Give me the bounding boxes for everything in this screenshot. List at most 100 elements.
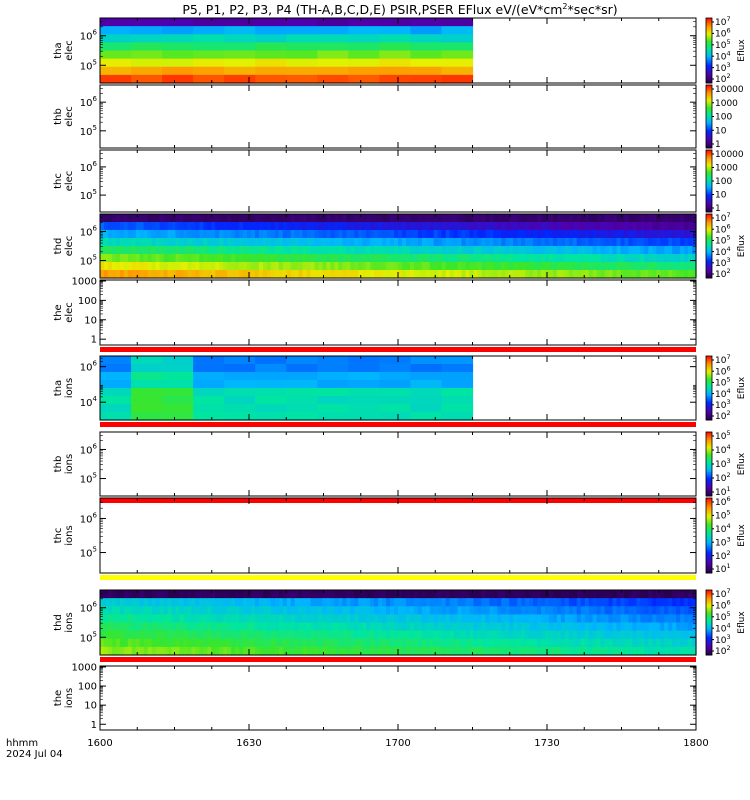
- spectrogram-cell: [386, 630, 391, 640]
- spectrogram-cell: [278, 246, 284, 255]
- spectrogram-cell: [656, 606, 661, 615]
- spectrogram-cell: [489, 614, 494, 624]
- spectrogram-cell: [533, 270, 538, 279]
- spectrogram-cell: [366, 214, 371, 223]
- spectrogram-cell: [525, 262, 530, 271]
- spectrogram-cell: [167, 606, 173, 615]
- spectrogram-cell: [247, 606, 252, 615]
- spectrogram-cell: [147, 606, 153, 615]
- spectrogram-cell: [401, 598, 407, 607]
- spectrogram-cell: [254, 246, 260, 255]
- spectrogram-cell: [433, 598, 439, 607]
- spectrogram-cell: [676, 246, 681, 255]
- colorbar-swatch: [706, 74, 712, 78]
- spectrogram-cell: [664, 246, 669, 255]
- spectrogram-cell: [398, 230, 403, 239]
- spectrogram-cell: [135, 590, 141, 599]
- spectrogram-cell: [545, 254, 550, 263]
- spectrogram-cell: [564, 614, 570, 624]
- spectrogram-cell: [394, 606, 399, 615]
- spectrogram-cell: [390, 214, 395, 223]
- spectrogram-cell: [390, 606, 395, 615]
- x-tick-label: 1700: [385, 738, 410, 749]
- spectrogram-cell: [334, 598, 339, 607]
- spectrogram-cell: [187, 638, 192, 648]
- spectrogram-cell: [521, 614, 526, 624]
- spectrogram-cell: [493, 230, 498, 239]
- spectrogram-cell: [556, 590, 562, 599]
- spectrogram-cell: [326, 230, 332, 239]
- spectrogram-cell: [394, 262, 399, 271]
- colorbar-tick-label: 106: [715, 495, 731, 508]
- spectrogram-cell: [131, 214, 137, 223]
- spectrogram-cell: [541, 222, 546, 231]
- colorbar-swatch: [706, 110, 712, 113]
- spectrogram-cell: [266, 614, 272, 624]
- spectrogram-cell: [183, 622, 189, 632]
- spectrogram-cell: [525, 606, 530, 615]
- spectrogram-cell: [529, 230, 534, 239]
- spectrogram-cell: [457, 238, 463, 247]
- spectrogram-cell: [624, 590, 630, 599]
- spectrogram-cell: [223, 230, 228, 239]
- spectrogram-cell: [175, 230, 181, 239]
- spectrogram-cell: [390, 598, 395, 607]
- spectrogram-cell: [405, 638, 411, 648]
- spectrogram-cell: [338, 262, 343, 271]
- spectrogram-cell: [552, 246, 558, 255]
- spectrogram-cell: [529, 638, 534, 648]
- spectrogram-cell: [131, 404, 163, 413]
- spectrogram-cell: [374, 590, 379, 599]
- spectrogram-cell: [317, 42, 349, 52]
- spectrogram-cell: [250, 246, 256, 255]
- colorbar-swatch: [706, 620, 712, 624]
- spectrogram-cell: [235, 230, 240, 239]
- spectrogram-cell: [346, 262, 351, 271]
- spectrogram-cell: [330, 214, 336, 223]
- spectrogram-cell: [123, 646, 129, 656]
- spectrogram-cell: [398, 238, 403, 247]
- colorbar-tick-label: 106: [715, 364, 731, 377]
- spectrogram-cell: [409, 606, 415, 615]
- spectrogram-cell: [421, 270, 427, 279]
- colorbar-swatch: [706, 121, 712, 124]
- spectrogram-cell: [632, 222, 637, 231]
- colorbar-swatch: [706, 473, 712, 476]
- panel-label-probe: thc: [53, 173, 64, 189]
- spectrogram-cell: [457, 246, 463, 255]
- spectrogram-cell: [330, 262, 336, 271]
- colorbar-swatch: [706, 45, 712, 48]
- spectrogram-cell: [191, 222, 196, 231]
- spectrogram-cell: [338, 646, 343, 656]
- spectrogram-cell: [378, 622, 383, 632]
- spectrogram-cell: [401, 246, 407, 255]
- colorbar-swatch: [706, 528, 712, 531]
- spectrogram-cell: [505, 214, 510, 223]
- colorbar-swatch: [706, 193, 712, 196]
- spectrogram-cell: [568, 606, 574, 615]
- spectrogram-cell: [350, 646, 355, 656]
- spectrogram-cell: [366, 638, 371, 648]
- spectrogram-cell: [409, 222, 415, 231]
- spectrogram-cell: [203, 214, 208, 223]
- panel-label-species: elec: [64, 302, 75, 323]
- spectrogram-cell: [151, 262, 157, 271]
- spectrogram-cell: [382, 230, 387, 239]
- spectrogram-cell: [362, 630, 367, 640]
- spectrogram-cell: [139, 638, 145, 648]
- spectrogram-cell: [338, 590, 343, 599]
- spectrogram-cell: [262, 246, 268, 255]
- spectrogram-cell: [219, 222, 224, 231]
- spectrogram-cell: [485, 598, 490, 607]
- spectrogram-cell: [449, 606, 455, 615]
- spectrogram-cell: [342, 606, 347, 615]
- colorbar-swatch: [706, 118, 712, 121]
- spectrogram-cell: [239, 230, 244, 239]
- spectrogram-cell: [386, 606, 391, 615]
- spectrogram-cell: [306, 262, 312, 271]
- spectrogram-cell: [193, 18, 225, 27]
- colorbar-swatch: [706, 241, 712, 244]
- spectrogram-cell: [688, 614, 693, 624]
- spectrogram-cell: [473, 270, 479, 279]
